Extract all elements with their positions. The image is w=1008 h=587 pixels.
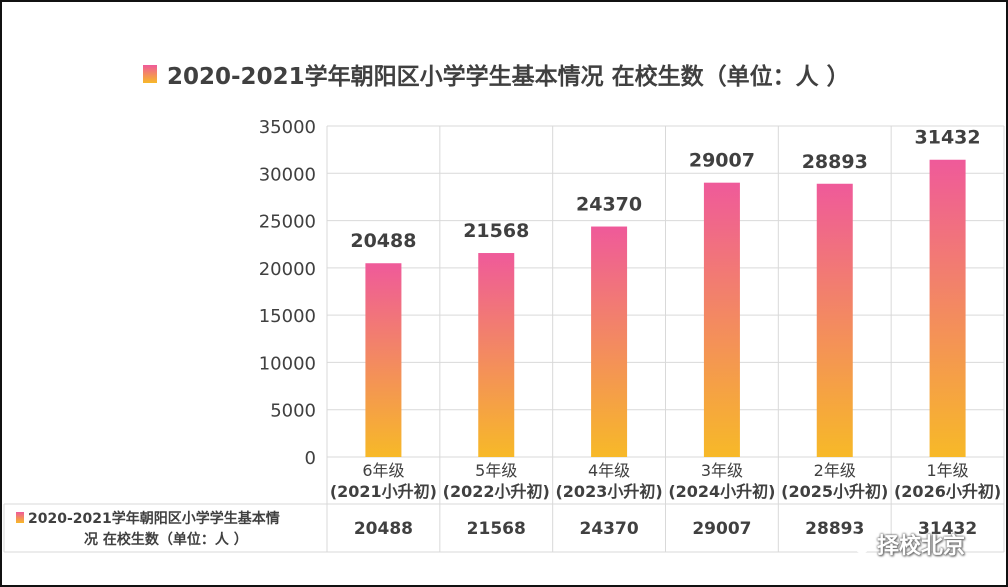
x-tick-label: (2025小升初) xyxy=(781,482,888,501)
bar[interactable] xyxy=(365,263,402,457)
data-label: 24370 xyxy=(576,194,642,216)
title-legend-swatch xyxy=(143,65,157,83)
x-tick-label: 4年级 xyxy=(588,461,630,480)
y-tick-label: 0 xyxy=(305,448,316,469)
y-tick-label: 25000 xyxy=(259,212,316,233)
x-tick-label: (2023小升初) xyxy=(555,482,662,501)
x-tick-label: 3年级 xyxy=(701,461,743,480)
y-tick-label: 30000 xyxy=(259,164,316,185)
bar[interactable] xyxy=(591,226,628,457)
watermark-text: 择校北京 xyxy=(877,534,966,559)
x-tick-label: 1年级 xyxy=(926,461,968,480)
wechat-icon xyxy=(845,533,871,555)
bar[interactable] xyxy=(929,159,966,457)
x-tick-label: (2024小升初) xyxy=(668,482,775,501)
table-cell: 31432 xyxy=(918,519,977,539)
y-tick-label: 15000 xyxy=(259,306,316,327)
data-label: 31432 xyxy=(915,127,981,149)
data-label: 29007 xyxy=(689,150,755,172)
y-tick-label: 10000 xyxy=(259,353,316,374)
chart-title: 2020-2021学年朝阳区小学学生基本情况 在校生数（单位：人 ） xyxy=(167,63,850,90)
watermark: 择校北京 xyxy=(845,528,965,560)
x-tick-label: 6年级 xyxy=(362,461,404,480)
table-cell: 20488 xyxy=(354,519,413,539)
y-tick-label: 35000 xyxy=(259,117,316,138)
legend-label: 况 在校生数（单位：人 ） xyxy=(84,531,248,548)
data-label: 21568 xyxy=(463,220,529,242)
data-label: 20488 xyxy=(350,230,416,252)
legend-swatch xyxy=(16,512,24,523)
x-tick-label: (2021小升初) xyxy=(330,482,437,501)
bar[interactable] xyxy=(816,183,853,458)
x-tick-label: (2022小升初) xyxy=(443,482,550,501)
table-cell: 24370 xyxy=(580,519,639,539)
legend-label: 2020-2021学年朝阳区小学学生基本情 xyxy=(28,510,280,527)
table-cell: 21568 xyxy=(467,519,526,539)
x-tick-label: 2年级 xyxy=(814,461,856,480)
x-tick-label: (2026小升初) xyxy=(894,482,1001,501)
bar[interactable] xyxy=(478,253,515,457)
table-cell: 29007 xyxy=(692,519,751,539)
table-cell: 28893 xyxy=(805,519,864,539)
x-tick-label: 5年级 xyxy=(475,461,517,480)
y-tick-label: 5000 xyxy=(270,401,316,422)
bar[interactable] xyxy=(703,182,740,458)
data-label: 28893 xyxy=(802,151,868,173)
y-tick-label: 20000 xyxy=(259,259,316,280)
